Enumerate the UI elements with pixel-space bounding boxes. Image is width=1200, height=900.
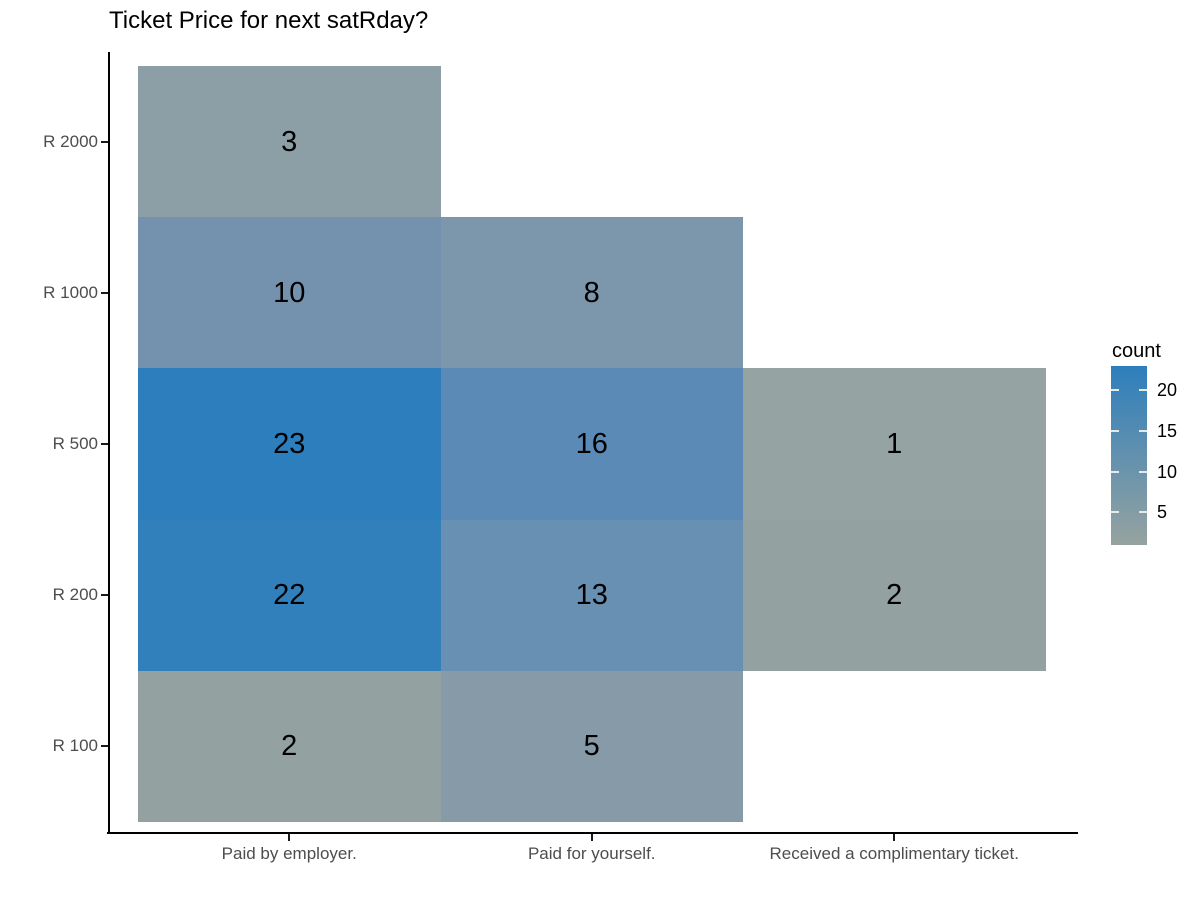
heatmap-tile (743, 368, 1046, 520)
x-axis-tick (288, 834, 291, 841)
tile-count-label: 13 (575, 579, 608, 612)
x-axis-label: Paid for yourself. (527, 844, 656, 863)
tile-count-label: 8 (583, 276, 600, 309)
heatmap-tile (440, 519, 743, 671)
x-axis-tick (893, 834, 896, 841)
tile-count-label: 16 (575, 428, 608, 460)
heatmap-tile (440, 217, 743, 369)
y-axis-label: R 2000 (43, 131, 98, 151)
legend-tick-mark (1139, 511, 1147, 514)
legend-title: count (1112, 340, 1161, 362)
legend-tick-mark (1111, 511, 1119, 514)
tile-count-label: 10 (273, 276, 306, 309)
y-axis-label: R 200 (52, 585, 98, 605)
legend-tick-mark (1111, 470, 1119, 473)
y-axis-tick (101, 443, 108, 445)
tile-count-label: 23 (273, 428, 306, 460)
y-axis-tick (101, 745, 108, 748)
tile-count-label: 5 (583, 730, 600, 763)
tile-count-label: 1 (886, 428, 903, 460)
heatmap-tile (138, 368, 441, 520)
heatmap-tile (138, 670, 441, 822)
legend-tick-mark (1111, 430, 1119, 433)
x-axis-tick (590, 834, 593, 841)
y-axis-label: R 1000 (43, 282, 98, 302)
y-axis-tick (101, 140, 108, 143)
tile-count-label: 22 (273, 579, 306, 612)
legend-gradient-bar (1111, 366, 1147, 545)
heatmap-tile (138, 519, 441, 671)
legend-tick-label: 20 (1157, 380, 1178, 401)
y-axis-tick (101, 291, 108, 294)
x-axis-label: Paid by employer. (221, 844, 357, 863)
tile-count-label: 3 (281, 125, 298, 158)
legend-tick-label: 5 (1157, 502, 1168, 523)
x-axis-label: Received a complimentary ticket. (769, 844, 1019, 863)
x-axis-line (107, 832, 1078, 834)
heatmap-tile (138, 217, 441, 369)
legend-tick-mark (1111, 389, 1119, 392)
heatmap-tile (440, 368, 743, 520)
tile-count-label: 2 (281, 730, 298, 763)
legend-tick-label: 15 (1157, 421, 1178, 442)
chart-title: Ticket Price for next satRday? (109, 7, 429, 34)
heatmap-tile (440, 670, 743, 822)
y-axis-label: R 100 (52, 736, 98, 756)
y-axis-tick (101, 594, 108, 597)
legend-tick-label: 10 (1157, 461, 1178, 482)
y-axis-line (108, 52, 110, 833)
legend-tick-mark (1139, 430, 1147, 433)
tile-count-label: 2 (886, 579, 903, 612)
legend-tick-mark (1139, 389, 1147, 392)
y-axis-label: R 500 (52, 434, 98, 453)
heatmap-tile (138, 66, 441, 218)
heatmap-tile (743, 519, 1046, 671)
legend-tick-mark (1139, 470, 1147, 473)
